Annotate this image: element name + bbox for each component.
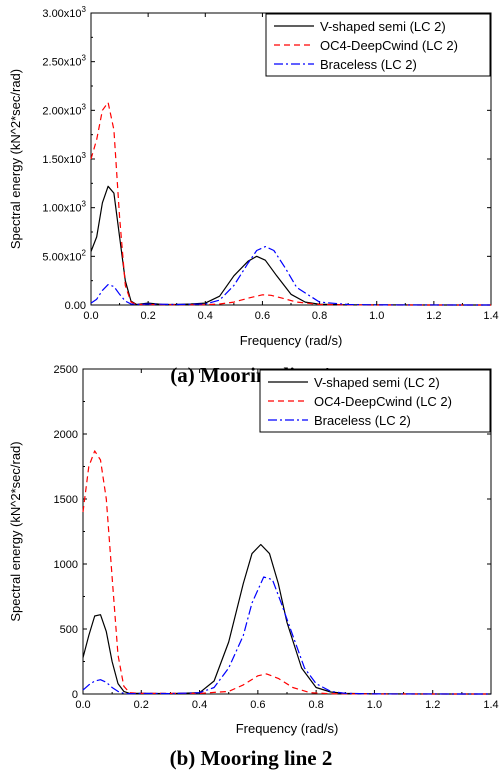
y-tick-label: 1.50x103 — [42, 151, 86, 166]
x-tick-label: 0.4 — [198, 310, 213, 322]
y-tick-label: 1.00x103 — [42, 200, 86, 215]
y-tick-exponent: 3 — [82, 200, 87, 209]
x-tick-label: 0.8 — [308, 699, 323, 711]
series-line-1 — [82, 543, 491, 695]
x-tick-label: 1.2 — [425, 699, 440, 711]
y-tick-exponent: 3 — [82, 102, 87, 111]
chart-1: 0.0 0.2 0.4 0.6 0.8 1.0 1.2 1.4 0.00 5.00x102 1.00… — [8, 5, 499, 387]
x-tick-label: 1.4 — [483, 699, 498, 711]
y-tick-label: 3.00x103 — [42, 5, 86, 20]
legend-box — [265, 13, 491, 77]
chart-2: 0.0 0.2 0.4 0.6 0.8 1.0 1.2 1.4 0 500 1000 1500 2000… — [8, 364, 499, 770]
legend-entry: OC4-DeepCwind (LC 2) — [314, 394, 452, 409]
x-axis-label: Frequency (rad/s) — [240, 333, 343, 348]
series-line-1 — [90, 185, 491, 306]
y-tick-exponent: 2 — [82, 248, 87, 257]
x-tick-label: 0.2 — [140, 310, 155, 322]
series-line-3 — [82, 576, 492, 695]
x-tick-label: 1.2 — [426, 310, 441, 322]
chart-caption: (b) Mooring line 2 — [170, 746, 333, 770]
x-tick-label: 0.0 — [83, 310, 98, 322]
y-tick-label: 1500 — [54, 494, 78, 506]
series-line-2 — [82, 450, 491, 695]
x-tick-label: 0.4 — [192, 699, 207, 711]
legend-entry: V-shaped semi (LC 2) — [320, 19, 446, 34]
y-axis-label: Spectral energy (kN^2*sec/rad) — [8, 441, 23, 621]
legend-entry: Braceless (LC 2) — [320, 57, 417, 72]
y-tick-label: 0 — [72, 689, 78, 701]
y-tick-label: 0.00 — [65, 300, 86, 312]
x-tick-label: 0.6 — [250, 699, 265, 711]
series-line-2 — [90, 101, 491, 306]
y-tick-label: 2.00x103 — [42, 102, 86, 117]
y-tick-base: 3.00x10 — [42, 8, 81, 20]
x-tick-label: 1.0 — [367, 699, 382, 711]
x-tick-label: 1.4 — [483, 310, 498, 322]
x-tick-label: 1.0 — [369, 310, 384, 322]
y-tick-base: 5.00x10 — [42, 251, 81, 263]
x-tick-label: 0.0 — [75, 699, 90, 711]
y-tick-label: 500 — [60, 624, 78, 636]
y-tick-base: 1.50x10 — [42, 154, 81, 166]
x-tick-label: 0.6 — [255, 310, 270, 322]
y-tick-exponent: 3 — [82, 151, 87, 160]
legend-entry: Braceless (LC 2) — [314, 413, 411, 428]
y-tick-base: 2.00x10 — [42, 105, 81, 117]
y-tick-base: 1.00x10 — [42, 203, 81, 215]
y-tick-label: 2500 — [54, 364, 78, 376]
y-tick-label: 5.00x102 — [42, 248, 86, 263]
x-axis-label: Frequency (rad/s) — [236, 721, 339, 736]
y-tick-exponent: 3 — [82, 5, 87, 14]
legend-entry: V-shaped semi (LC 2) — [314, 375, 440, 390]
y-axis-label: Spectral energy (kN^2*sec/rad) — [8, 69, 23, 249]
y-tick-label: 2.50x103 — [42, 54, 86, 69]
y-tick-base: 2.50x10 — [42, 57, 81, 69]
y-tick-label: 1000 — [54, 559, 78, 571]
legend-entry: OC4-DeepCwind (LC 2) — [320, 38, 458, 53]
series-line-3 — [90, 246, 492, 306]
y-tick-label: 2000 — [54, 429, 78, 441]
x-tick-label: 0.2 — [134, 699, 149, 711]
x-tick-label: 0.8 — [312, 310, 327, 322]
y-tick-exponent: 3 — [82, 54, 87, 63]
